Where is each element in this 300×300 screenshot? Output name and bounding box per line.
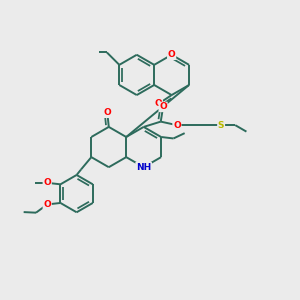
Text: O: O <box>159 102 167 111</box>
Text: O: O <box>43 200 51 209</box>
Text: NH: NH <box>136 163 151 172</box>
Text: O: O <box>168 50 176 59</box>
Text: O: O <box>103 108 111 117</box>
Text: S: S <box>218 121 224 130</box>
Text: O: O <box>43 178 51 187</box>
Text: O: O <box>154 99 162 108</box>
Text: O: O <box>173 121 181 130</box>
